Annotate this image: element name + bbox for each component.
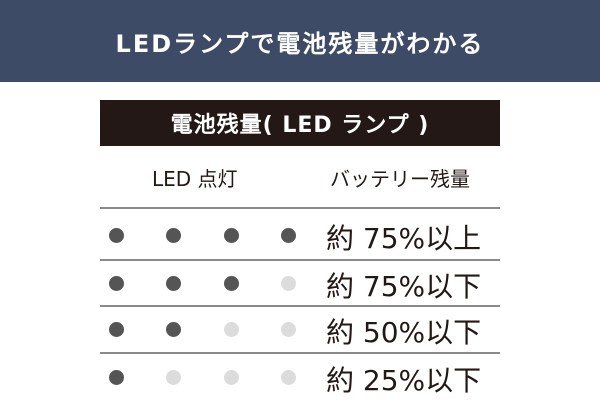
led-column-header: LED 点灯	[152, 167, 238, 191]
led-indicator-icon	[281, 370, 296, 385]
led-indicator-icon	[224, 276, 239, 291]
led-indicator-icon	[109, 322, 124, 337]
header-divider	[100, 207, 500, 209]
battery-level-text: 約 25%以下	[326, 364, 482, 397]
led-indicator-icon	[224, 228, 239, 243]
led-indicator-icon	[166, 228, 181, 243]
battery-level-text: 約 75%以下	[326, 270, 482, 303]
row-divider	[100, 305, 500, 307]
led-indicator-icon	[109, 228, 124, 243]
row-divider	[100, 259, 500, 261]
level-column-header: バッテリー残量	[330, 167, 470, 191]
table-row: 約 25%以下	[100, 354, 500, 400]
header-banner: LEDランプで電池残量がわかる	[0, 0, 600, 82]
led-indicator-icon	[281, 322, 296, 337]
led-indicator-icon	[281, 276, 296, 291]
led-indicator-icon	[224, 370, 239, 385]
led-indicator-icon	[281, 228, 296, 243]
banner-title: LEDランプで電池残量がわかる	[115, 29, 485, 58]
battery-level-text: 約 50%以下	[326, 316, 482, 349]
led-indicator-icon	[166, 276, 181, 291]
led-indicator-icon	[166, 322, 181, 337]
battery-level-text: 約 75%以上	[326, 222, 482, 255]
table-row: 約 50%以下	[100, 306, 500, 352]
led-indicator-icon	[224, 322, 239, 337]
table-title: 電池残量( LED ランプ )	[170, 113, 430, 138]
table-row: 約 75%以上	[100, 212, 500, 258]
led-indicator-icon	[166, 370, 181, 385]
led-indicator-icon	[109, 370, 124, 385]
row-divider	[100, 352, 500, 354]
table-title-bar: 電池残量( LED ランプ )	[100, 100, 500, 146]
table-row: 約 75%以下	[100, 260, 500, 306]
led-indicator-icon	[109, 276, 124, 291]
